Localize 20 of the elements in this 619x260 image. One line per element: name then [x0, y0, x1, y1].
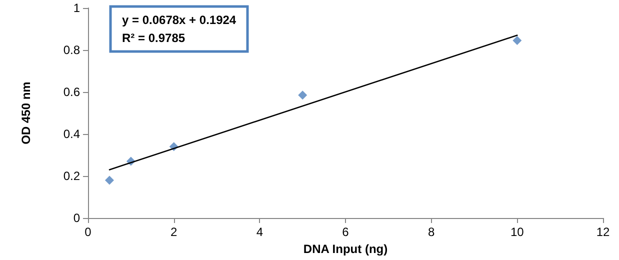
x-tick-label: 12 [596, 225, 610, 239]
y-tick-label: 0.6 [63, 85, 80, 99]
y-tick-label: 0 [73, 211, 80, 225]
x-tick-label: 6 [342, 225, 350, 239]
y-tick-label: 0.2 [63, 169, 80, 183]
annotation: y = 0.0678x + 0.1924 [122, 13, 236, 27]
x-tick-label: 2 [170, 225, 178, 239]
y-tick-label: 1 [73, 1, 80, 15]
y-axis-title: OD 450 nm [19, 82, 33, 144]
x-tick-label: 10 [510, 225, 524, 239]
x-axis-title: DNA Input (ng) [303, 242, 388, 256]
y-tick-label: 0.4 [63, 127, 80, 141]
annotation: R² = 0.9785 [122, 31, 186, 45]
x-tick-label: 0 [84, 225, 92, 239]
point [512, 36, 522, 46]
point [104, 176, 114, 185]
x-tick-label: 4 [256, 225, 264, 239]
point [298, 90, 308, 100]
y-tick-label: 0.8 [63, 43, 80, 57]
x-tick-label: 8 [428, 225, 435, 239]
